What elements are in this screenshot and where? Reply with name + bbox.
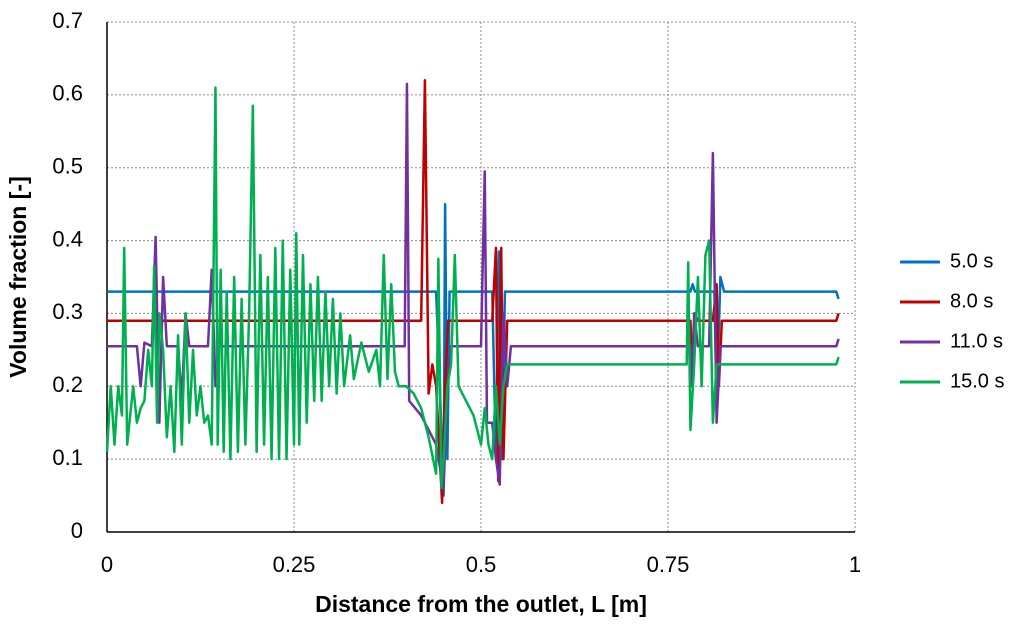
y-tick-label: 0: [71, 518, 83, 543]
y-tick-label: 0.6: [52, 81, 83, 106]
y-tick-label: 0.2: [52, 372, 83, 397]
y-tick-label: 0.5: [52, 154, 83, 179]
y-tick-label: 0.1: [52, 445, 83, 470]
x-tick-label: 0: [101, 552, 113, 577]
x-tick-label: 0.25: [273, 552, 316, 577]
x-tick-label: 0.75: [647, 552, 690, 577]
x-tick-label: 1: [849, 552, 861, 577]
legend-label: 11.0 s: [950, 330, 1003, 352]
y-axis-title: Volume fraction [-]: [5, 176, 31, 377]
legend-label: 8.0 s: [950, 290, 993, 312]
y-tick-label: 0.4: [52, 226, 83, 251]
y-tick-label: 0.3: [52, 299, 83, 324]
y-tick-label: 0.7: [52, 8, 83, 33]
series-line: [107, 79, 840, 505]
x-axis-title: Distance from the outlet, L [m]: [315, 591, 647, 617]
legend-label: 15.0 s: [950, 370, 1004, 392]
series-line: [105, 86, 840, 490]
x-tick-label: 0.5: [466, 552, 497, 577]
legend-label: 5.0 s: [950, 250, 993, 272]
